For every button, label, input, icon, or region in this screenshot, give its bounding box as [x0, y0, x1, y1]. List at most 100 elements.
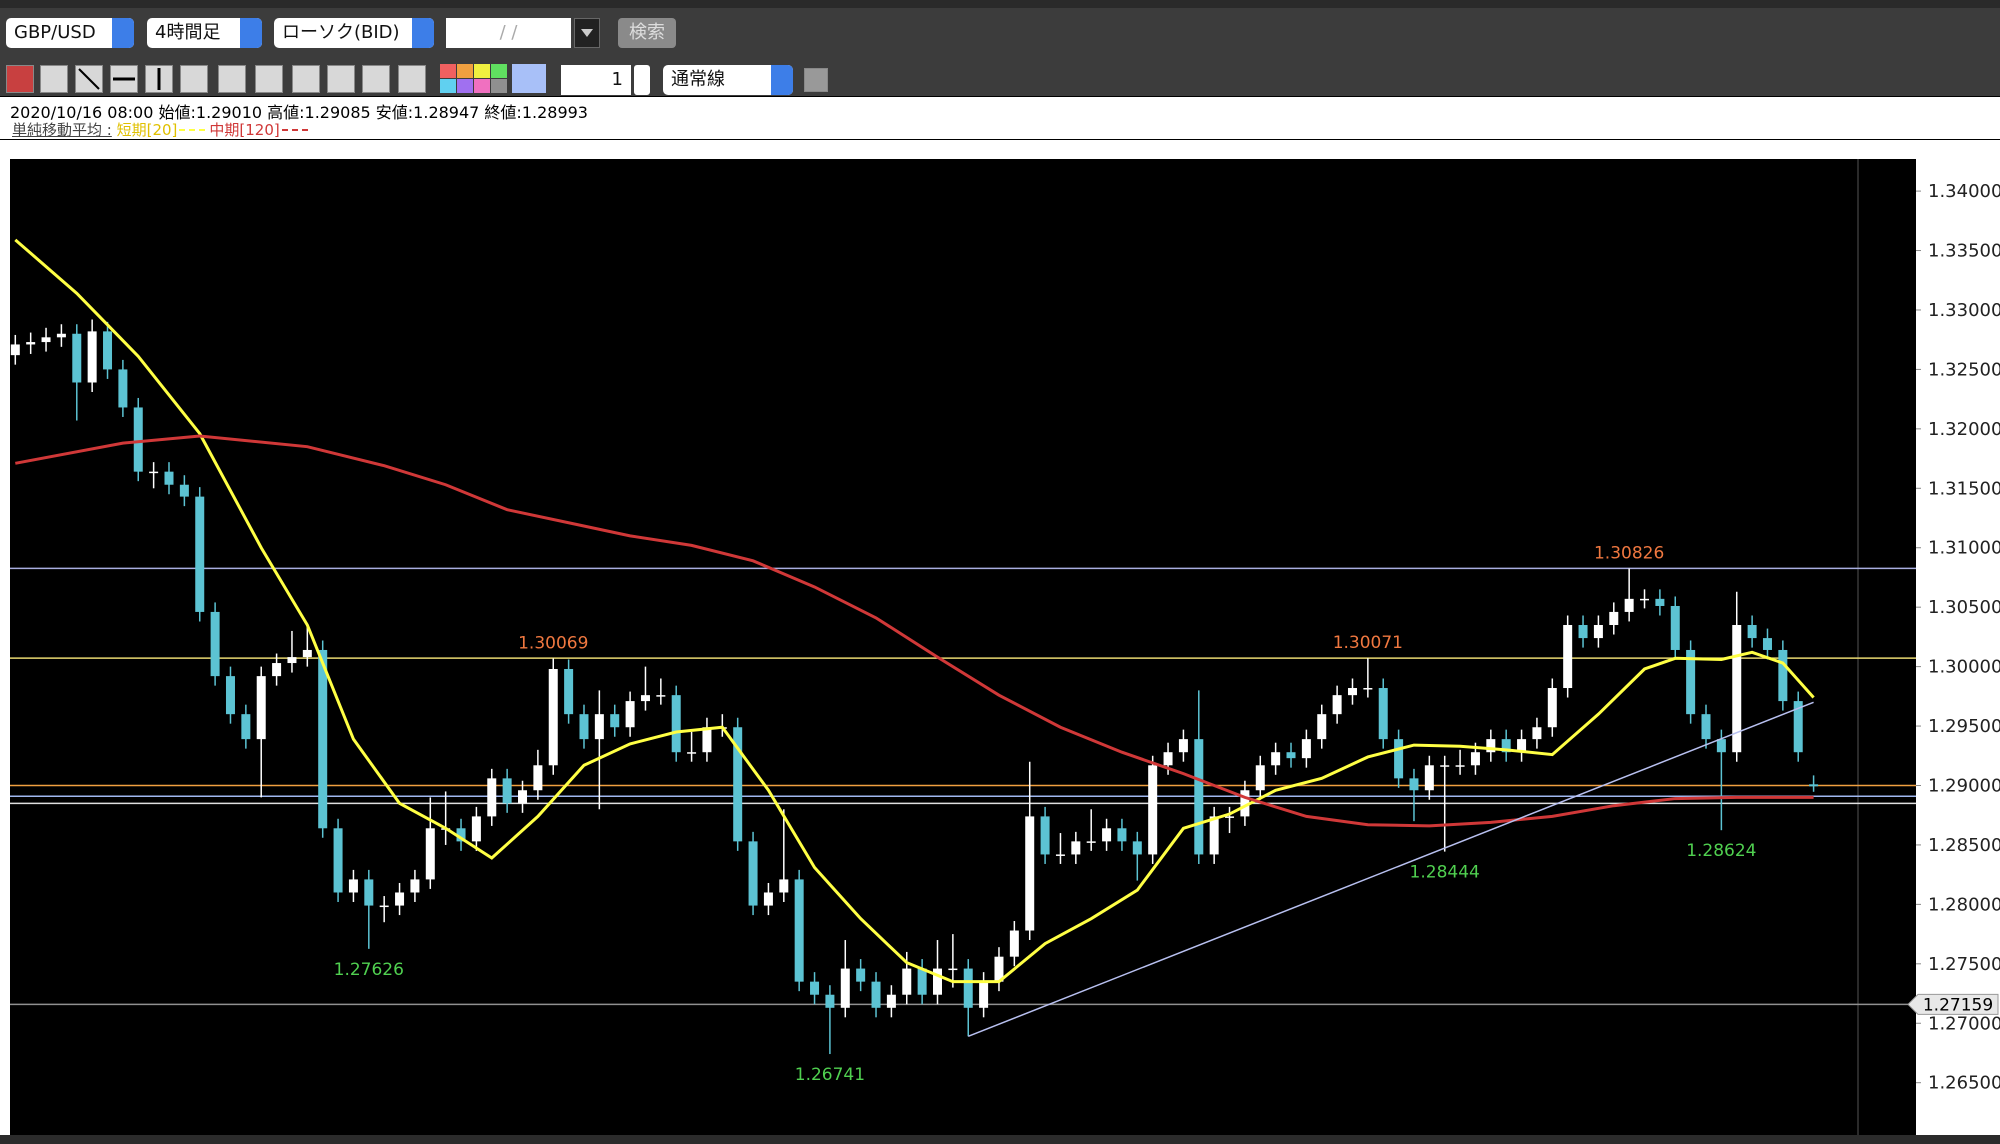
legend-swatch [281, 129, 308, 131]
y-tick-label: 1.31000 [1928, 538, 2000, 559]
candle-body [533, 765, 543, 791]
date: / / [499, 22, 518, 43]
candle-body [948, 968, 958, 971]
price-annotation: 1.26741 [795, 1065, 865, 1085]
candle-body [318, 649, 328, 829]
candle-body [210, 611, 220, 677]
color-palette[interactable] [440, 64, 546, 94]
candle-body [1055, 854, 1065, 856]
candle-body [256, 676, 266, 740]
candle-body [1686, 649, 1696, 715]
candle-body [1209, 816, 1219, 855]
y-tick-label: 1.34000 [1928, 181, 2000, 202]
candle-body [1747, 625, 1757, 639]
candle-body [1286, 752, 1296, 759]
candle-body [871, 981, 881, 1008]
symbol-select[interactable]: GBP/USD [6, 18, 134, 48]
candle-body [1363, 688, 1373, 690]
candle-body [103, 331, 113, 370]
tool-eraser[interactable] [327, 65, 355, 93]
line-type: 通常線 [671, 69, 725, 90]
chart-type-select[interactable]: ローソク(BID) [274, 18, 434, 48]
candle-body [1793, 701, 1803, 753]
candle-body [625, 701, 635, 728]
tool-9[interactable] [398, 65, 426, 93]
tool-magnet[interactable] [6, 65, 34, 93]
candle-body [287, 657, 297, 664]
candle-body [1332, 695, 1342, 715]
line-type-select[interactable]: 通常線 [663, 65, 793, 95]
tool-export[interactable] [804, 68, 828, 92]
price-tag-label: 1.27159 [1923, 995, 1993, 1015]
candle-body [272, 663, 282, 677]
candle-body [825, 994, 835, 1008]
search-button[interactable]: 検索 [618, 18, 676, 48]
candle-body [1517, 739, 1527, 753]
tool-trash[interactable] [362, 65, 390, 93]
candle-body [1547, 688, 1557, 728]
quantity: 1 [611, 69, 623, 90]
tool-hline[interactable] [110, 65, 138, 93]
candle-body [917, 968, 927, 995]
candle-body [1593, 625, 1603, 639]
candle-body [133, 407, 143, 472]
candle-body [994, 956, 1004, 982]
candle-body [979, 981, 989, 1008]
candle-body [1701, 714, 1711, 740]
tool-line[interactable] [75, 65, 103, 93]
candle-body [1255, 765, 1265, 791]
date-picker[interactable] [574, 18, 600, 48]
candle-body [1225, 816, 1235, 818]
candle-body [1317, 714, 1327, 740]
quantity-input[interactable]: 1 [561, 65, 631, 95]
timeframe-select[interactable]: 4時間足 [147, 18, 262, 48]
y-tick-label: 1.27000 [1928, 1013, 2000, 1034]
candle-body [779, 879, 789, 893]
candle-body [1532, 727, 1542, 740]
moving-average [14, 238, 1815, 984]
chart-type: ローソク(BID) [282, 22, 400, 43]
candle-body [10, 344, 20, 356]
tool-vline[interactable] [145, 65, 173, 93]
candle-body [748, 841, 758, 906]
y-tick-label: 1.29500 [1928, 716, 2000, 737]
y-tick-label: 1.31500 [1928, 478, 2000, 499]
search-label: 検索 [629, 22, 665, 43]
candle-body [1778, 649, 1788, 702]
price-annotation: 1.30071 [1333, 633, 1403, 653]
date-input[interactable]: / / [446, 18, 571, 48]
y-tick-label: 1.33500 [1928, 241, 2000, 262]
tool-4[interactable] [180, 65, 208, 93]
candle-body [1148, 765, 1158, 855]
candle-body [810, 981, 820, 995]
candle-body [1163, 752, 1173, 766]
quantity-stepper[interactable] [634, 65, 650, 95]
candle-body [502, 778, 512, 804]
candle-body [41, 337, 51, 343]
symbol: GBP/USD [14, 22, 96, 43]
candle-body [594, 714, 604, 740]
candle-body [1009, 930, 1019, 957]
candle-body [1394, 739, 1404, 779]
tool-6[interactable] [255, 65, 283, 93]
candle-body [933, 968, 942, 995]
price-annotation: 1.30826 [1594, 543, 1664, 563]
candle-body [1440, 765, 1450, 767]
candle-body [1040, 816, 1050, 855]
candle-body [87, 331, 97, 383]
candle-body [1301, 739, 1311, 759]
candle-body [1102, 828, 1112, 842]
candle-body [1347, 688, 1357, 696]
candle-body [1117, 828, 1127, 842]
price-annotation: 1.28444 [1410, 863, 1480, 883]
legend-short: 短期[20] [117, 121, 210, 139]
candle-body [395, 892, 405, 906]
tool-1[interactable] [40, 65, 68, 93]
ma-label: 単純移動平均 : [12, 121, 112, 139]
tool-5[interactable] [218, 65, 246, 93]
tool-cursor[interactable] [292, 65, 320, 93]
candle-body [1409, 778, 1419, 791]
chart: 1.26500 1.27000 1.27500 1.28000 1.28500 1.290… [0, 156, 2000, 1144]
y-tick-label: 1.30000 [1928, 657, 2000, 678]
y-tick-label: 1.28500 [1928, 835, 2000, 856]
